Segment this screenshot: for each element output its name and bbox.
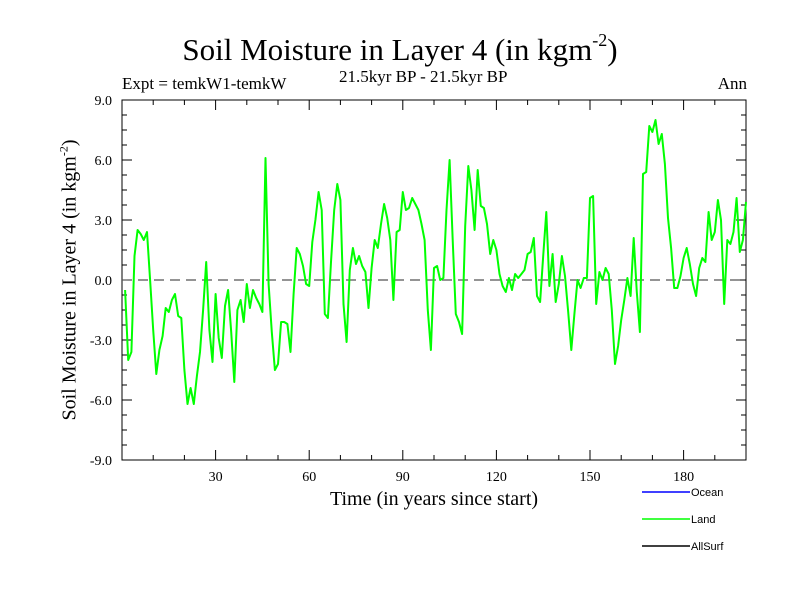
- chart-title-text: Soil Moisture in Layer 4 (in kgm: [182, 32, 593, 67]
- season-label: Ann: [717, 74, 747, 93]
- legend-label-ocean: Ocean: [691, 487, 723, 499]
- y-tick-label: -6.0: [90, 394, 112, 409]
- x-axis-label: Time (in years since start): [329, 488, 539, 510]
- legend-label-land: Land: [691, 514, 715, 526]
- experiment-label: Expt = temkW1-temkW: [122, 74, 287, 93]
- y-tick-label: 3.0: [95, 214, 113, 229]
- axis-ticks: 30 60 90 120 150 180 -9.0 -6.0 -3.0 0.0 3.0 6.0 9.0: [90, 94, 746, 485]
- x-tick-label: 180: [673, 470, 694, 485]
- chart-title: Soil Moisture in Layer 4 (in kgm-2): [0, 30, 800, 70]
- y-tick-label: -9.0: [90, 454, 112, 469]
- y-tick-label: 0.0: [95, 274, 113, 289]
- legend-label-allsurf: AllSurf: [691, 541, 724, 553]
- y-tick-label: 6.0: [95, 154, 113, 169]
- y-tick-label: 9.0: [95, 94, 113, 109]
- period-label: 21.5kyr BP - 21.5kyr BP: [339, 67, 508, 86]
- chart-title-superscript: -2: [592, 30, 608, 50]
- chart-title-close: ): [607, 32, 618, 67]
- x-tick-label: 150: [580, 470, 601, 485]
- x-tick-label: 120: [486, 470, 507, 485]
- legend: Ocean Land AllSurf: [642, 487, 724, 553]
- x-tick-label: 30: [209, 470, 223, 485]
- series-line-land: [124, 119, 747, 405]
- y-tick-label: -3.0: [90, 334, 112, 349]
- x-tick-label: 60: [302, 470, 316, 485]
- x-tick-label: 90: [396, 470, 410, 485]
